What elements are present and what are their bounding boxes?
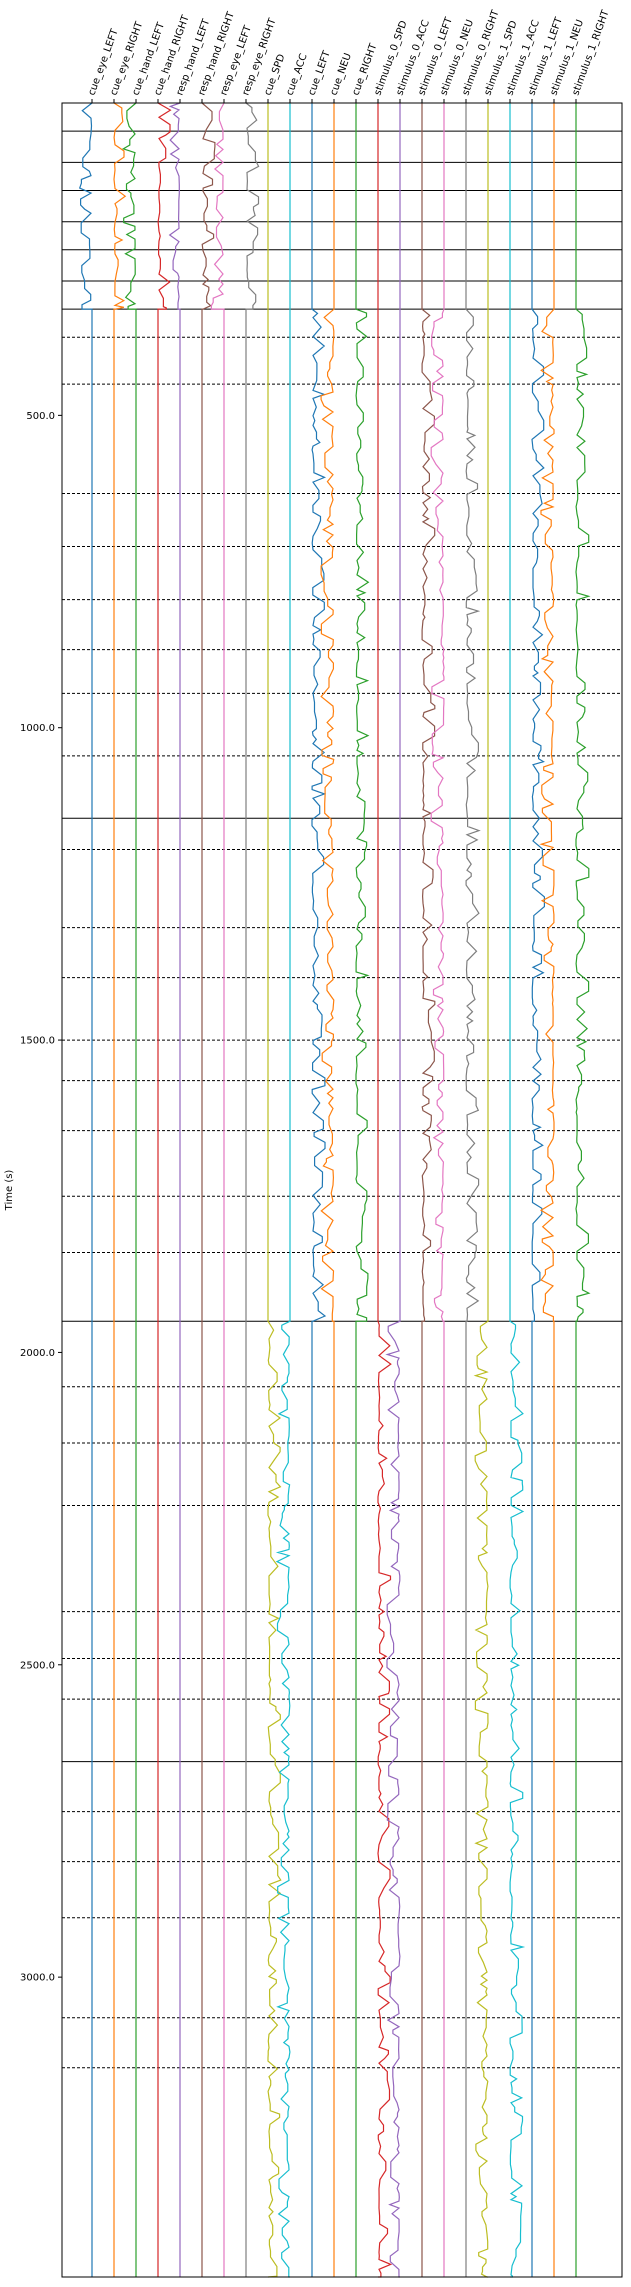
y-tick-label: 1500.0 (20, 1036, 55, 1047)
channel-trace-stimulus-1-left (531, 103, 545, 2277)
y-tick-label: 3000.0 (20, 1973, 55, 1984)
y-tick-label: 500.0 (26, 411, 55, 422)
channel-labels: cue_eye_LEFTcue_eye_RIGHTcue_hand_LEFTcu… (86, 8, 612, 103)
channel-trace-stimulus-1-right (575, 103, 591, 2277)
channel-trace-resp-eye-left (210, 102, 225, 2277)
channel-label: cue_ACC (284, 52, 309, 97)
plot-frame (61, 102, 623, 2278)
channel-label: cue_NEU (328, 52, 353, 97)
channel-trace-stimulus-1-acc (509, 103, 526, 2278)
channel-trace-stimulus-0-neu (430, 103, 445, 2277)
y-tick-label: 1000.0 (20, 723, 55, 734)
channel-trace-cue-hand-right (157, 102, 172, 2277)
channel-label: cue_SPD (262, 53, 287, 98)
y-tick-label: 2500.0 (20, 1660, 55, 1671)
channel-trace-cue-acc (275, 103, 291, 2278)
channel-trace-stimulus-0-right (465, 103, 481, 2277)
channel-trace-resp-hand-left (168, 102, 181, 2277)
channel-trace-stimulus-0-left (421, 103, 436, 2277)
channel-trace-cue-neu (320, 103, 335, 2277)
channel-trace-cue-right (355, 103, 370, 2277)
channel-trace-resp-eye-right (245, 102, 260, 2277)
channel-trace-cue-left (311, 103, 327, 2277)
channel-traces-layer (78, 102, 591, 2278)
channel-trace-cue-spd (267, 103, 282, 2278)
y-axis-ticks: 500.0 1000.0 1500.0 2000.0 2500.0 3000.0 (20, 411, 62, 1984)
event-lines-layer (62, 130, 622, 2069)
channel-trace-stimulus-1-neu (539, 103, 555, 2277)
channel-trace-stimulus-0-spd (377, 103, 393, 2278)
channel-trace-stimulus-1-spd (473, 103, 489, 2278)
channel-trace-resp-hand-right (201, 102, 216, 2277)
y-tick-label: 2000.0 (20, 1348, 55, 1359)
channel-trace-stimulus-0-acc (385, 103, 401, 2278)
y-axis-title: Time (s) (4, 1170, 15, 1212)
channel-trace-cue-hand-left (121, 102, 137, 2277)
channel-trace-cue-eye-right (113, 102, 127, 2277)
channel-trace-cue-eye-left (78, 102, 93, 2277)
